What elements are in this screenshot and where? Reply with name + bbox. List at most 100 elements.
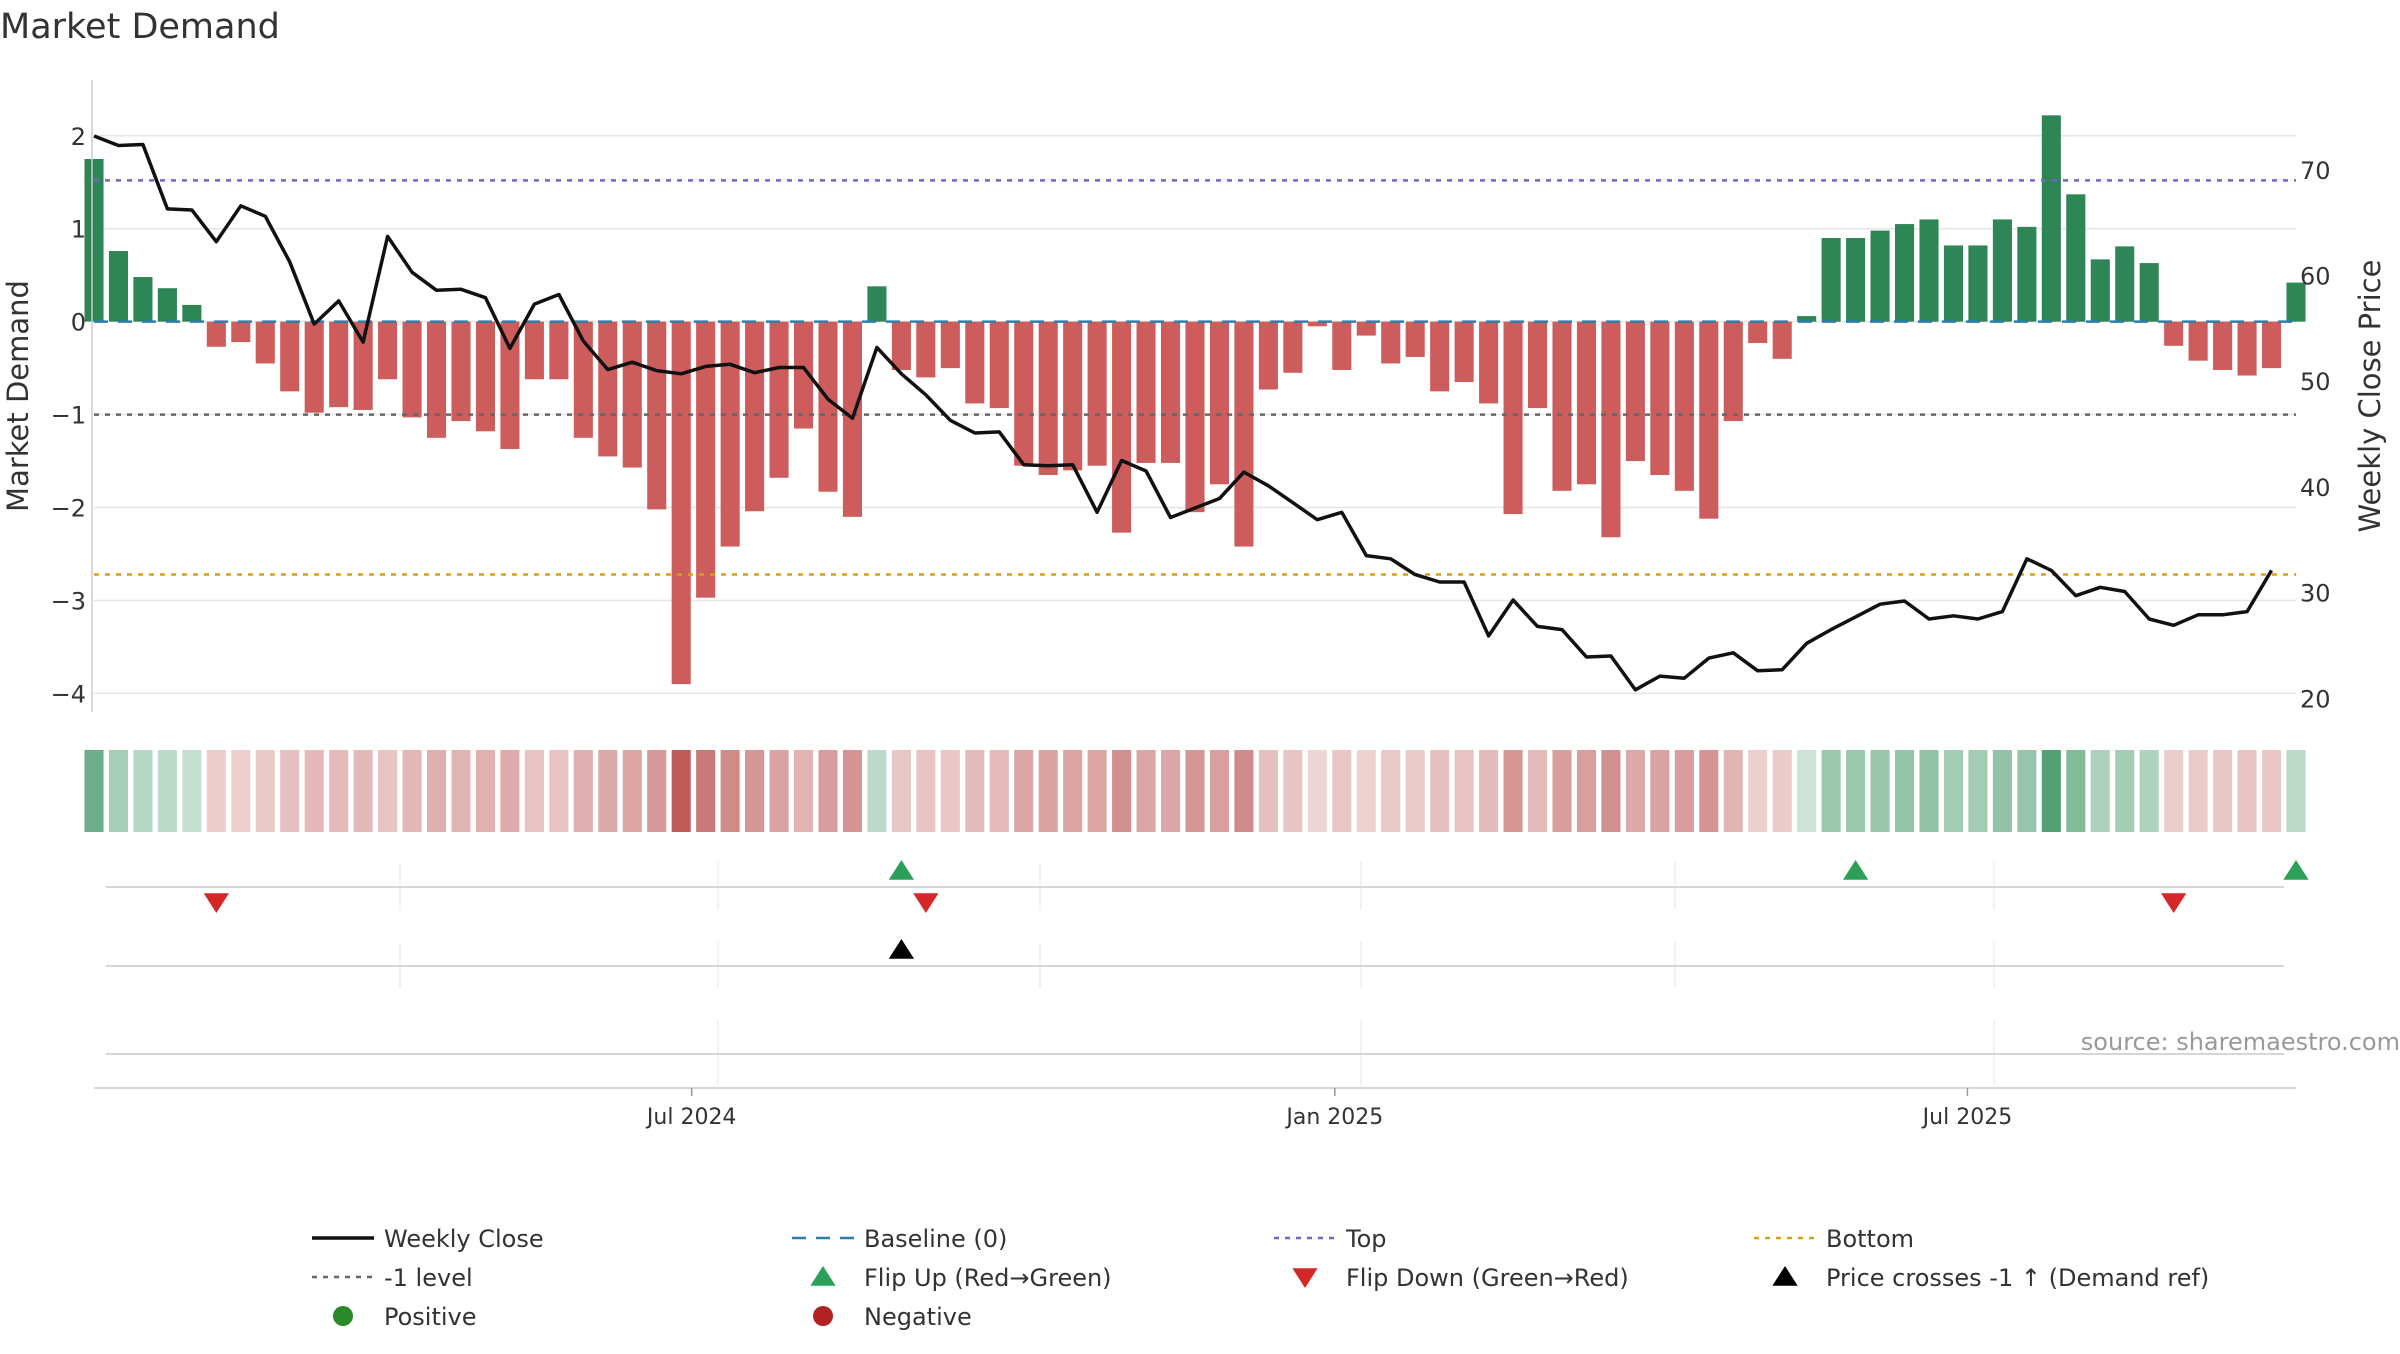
heat-cell xyxy=(1601,750,1621,832)
heat-cell xyxy=(1821,750,1841,832)
heat-cell xyxy=(549,750,569,832)
heat-cell xyxy=(842,750,863,832)
heat-cell xyxy=(2261,750,2282,832)
demand-bar xyxy=(696,321,716,598)
heat-cell xyxy=(1185,750,1205,832)
heat-cell xyxy=(1454,750,1474,832)
legend-label: Bottom xyxy=(1826,1225,1914,1253)
legend-item: Bottom xyxy=(1754,1225,1914,1253)
y-tick-label: −4 xyxy=(51,680,86,708)
demand-bar xyxy=(1674,321,1694,491)
demand-bar xyxy=(891,321,911,370)
demand-bar xyxy=(182,304,202,322)
heat-cell xyxy=(451,750,471,832)
heat-cell xyxy=(1430,750,1450,832)
demand-bar xyxy=(1992,219,2012,322)
heat-cell xyxy=(1307,750,1327,832)
demand-bar xyxy=(1136,321,1156,463)
heat-cell xyxy=(1846,750,1866,832)
demand-bar xyxy=(402,321,422,418)
y2-tick-label: 70 xyxy=(2300,157,2331,185)
heat-cell xyxy=(622,750,642,832)
demand-bar xyxy=(598,321,618,457)
demand-bar xyxy=(2237,321,2257,376)
y2-tick-label: 30 xyxy=(2300,580,2331,608)
demand-bar xyxy=(1797,316,1817,322)
heat-cell xyxy=(2286,750,2306,832)
legend-label: Top xyxy=(1345,1225,1387,1253)
heat-cell xyxy=(720,750,740,832)
demand-bar xyxy=(2041,115,2061,322)
heat-cell xyxy=(1381,750,1401,832)
legend-item: -1 level xyxy=(312,1264,473,1292)
heat-cell xyxy=(133,750,153,832)
demand-bar xyxy=(1014,321,1034,466)
legend-swatch xyxy=(813,1306,833,1326)
heat-cell xyxy=(1356,750,1376,832)
demand-bar xyxy=(304,321,324,413)
chart-title: Market Demand xyxy=(0,7,280,47)
demand-bar xyxy=(867,286,887,322)
demand-bar xyxy=(2213,321,2233,370)
demand-bar xyxy=(1209,321,1230,485)
demand-bar xyxy=(500,321,520,449)
legend-label: Weekly Close xyxy=(384,1225,544,1253)
heat-cell xyxy=(157,750,177,832)
legend-label: Baseline (0) xyxy=(864,1225,1007,1253)
demand-bar xyxy=(1870,230,1890,322)
heat-cell xyxy=(769,750,789,832)
heat-cell xyxy=(2164,750,2184,832)
demand-heat-strip xyxy=(84,750,2306,832)
demand-bar xyxy=(255,321,275,364)
x-tick-label: Jul 2025 xyxy=(1921,1105,2013,1130)
heat-cell xyxy=(1014,750,1034,832)
demand-bar xyxy=(1430,321,1450,392)
demand-bar xyxy=(1527,321,1548,409)
legend-label: Flip Down (Green→Red) xyxy=(1346,1264,1629,1292)
demand-bar xyxy=(989,321,1009,409)
heat-cell xyxy=(1234,750,1254,832)
demand-bar xyxy=(426,321,447,438)
heat-cell xyxy=(426,750,447,832)
heat-cell xyxy=(84,750,104,832)
demand-bar xyxy=(1405,321,1425,357)
legend-label: Flip Up (Red→Green) xyxy=(864,1264,1112,1292)
heat-cell xyxy=(108,750,129,832)
demand-bar xyxy=(1258,321,1278,390)
y-tick-label: 1 xyxy=(71,216,86,244)
demand-bar xyxy=(793,321,814,429)
heat-cell xyxy=(329,750,349,832)
demand-bar xyxy=(1601,321,1621,538)
demand-bar xyxy=(108,251,129,322)
heat-cell xyxy=(1992,750,2012,832)
heat-cell xyxy=(1160,750,1181,832)
demand-bar xyxy=(745,321,765,512)
demand-bar xyxy=(206,321,226,347)
heat-cell xyxy=(1503,750,1523,832)
x-tick-label: Jul 2024 xyxy=(645,1105,737,1130)
heat-cell xyxy=(1699,750,1719,832)
demand-bars xyxy=(84,115,2306,685)
heat-cell xyxy=(206,750,226,832)
heat-cell xyxy=(598,750,618,832)
demand-bar xyxy=(1283,321,1303,373)
heat-cell xyxy=(1479,750,1499,832)
demand-bar xyxy=(1968,245,1988,322)
legend-swatch xyxy=(333,1306,353,1326)
y-tick-label: −3 xyxy=(51,587,86,615)
demand-bar xyxy=(916,321,936,378)
demand-bar xyxy=(2164,321,2184,346)
heat-cell xyxy=(402,750,422,832)
heat-cell xyxy=(2115,750,2135,832)
flip-down-marker xyxy=(2161,893,2187,913)
flip-down-marker xyxy=(203,893,229,913)
y-axis-title: Market Demand xyxy=(1,280,35,512)
heat-cell xyxy=(671,750,691,832)
demand-bar xyxy=(1160,321,1181,463)
demand-bar xyxy=(671,321,691,685)
demand-bar xyxy=(524,321,544,380)
demand-bar xyxy=(622,321,642,468)
demand-bar xyxy=(1234,321,1254,547)
